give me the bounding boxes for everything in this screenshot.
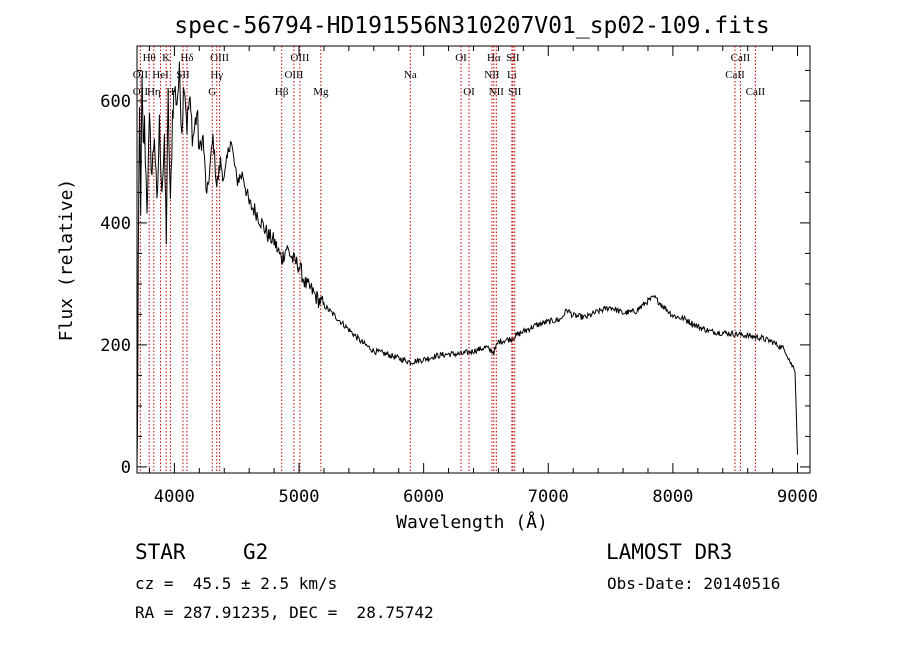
line-label-14: OIII: [284, 69, 303, 81]
line-label-16: Na: [404, 69, 417, 81]
line-markers: OII OII Hθ Hη HeI K H Hδ SII OIII Hγ G Hβ OIII OIII Mg N…: [133, 46, 766, 473]
line-label-23: Li: [507, 69, 517, 81]
line-label-3: Hη: [147, 86, 161, 98]
chart-title: spec-56794-HD191556N310207V01_sp02-109.f…: [174, 13, 769, 39]
x-tick-label-5000: 5000: [279, 487, 320, 507]
line-label-19: Hα: [487, 52, 501, 64]
y-axis-ticks: 0 200 400 600: [100, 69, 810, 478]
line-label-25: CaII: [731, 52, 751, 64]
x-tick-label-6000: 6000: [403, 487, 444, 507]
line-label-13: OIII: [290, 52, 309, 64]
line-label-4: HeI: [152, 69, 169, 81]
line-label-27: CaII: [746, 86, 766, 98]
line-label-5: K: [162, 52, 170, 64]
line-label-17: OI: [455, 52, 467, 64]
line-label-9: OIII: [210, 52, 229, 64]
line-label-22: SII: [506, 52, 520, 64]
line-label-2: Hθ: [143, 52, 156, 64]
line-label-12: Hβ: [275, 86, 289, 98]
subclass: G2: [243, 540, 269, 564]
x-tick-label-4000: 4000: [154, 487, 195, 507]
line-label-18: OI: [463, 86, 475, 98]
x-axis-ticks: 4000 5000 6000 7000 8000 9000: [148, 46, 818, 507]
line-label-0: OII: [133, 69, 149, 81]
redshift-value: cz = 45.5 ± 2.5 km/s: [135, 574, 338, 593]
y-tick-label-400: 400: [100, 214, 131, 234]
line-label-11: G: [208, 86, 216, 98]
object-class: STAR: [135, 540, 186, 564]
line-label-7: Hδ: [180, 52, 193, 64]
y-tick-label-600: 600: [100, 92, 131, 112]
line-label-10: Hγ: [210, 69, 223, 81]
plot-frame: [136, 45, 811, 474]
line-label-6: H: [166, 86, 174, 98]
spectrum-line: [136, 61, 798, 467]
y-axis-label: Flux (relative): [56, 179, 77, 342]
x-tick-label-8000: 8000: [652, 487, 693, 507]
y-tick-label-0: 0: [121, 458, 131, 478]
coordinates: RA = 287.91235, DEC = 28.75742: [135, 603, 434, 622]
line-label-26: CaII: [725, 69, 745, 81]
x-tick-label-9000: 9000: [777, 487, 818, 507]
x-axis-label: Wavelength (Å): [396, 511, 548, 533]
survey-name: LAMOST DR3: [606, 540, 733, 564]
spectrum-series: [136, 61, 798, 467]
line-label-21: NII: [489, 86, 505, 98]
y-tick-label-200: 200: [100, 336, 131, 356]
x-tick-label-7000: 7000: [528, 487, 569, 507]
line-label-24: SII: [508, 86, 522, 98]
line-label-15: Mg: [313, 86, 329, 98]
observation-date: Obs-Date: 20140516: [607, 574, 781, 593]
line-label-1: OII: [133, 86, 149, 98]
line-label-20: NII: [484, 69, 500, 81]
